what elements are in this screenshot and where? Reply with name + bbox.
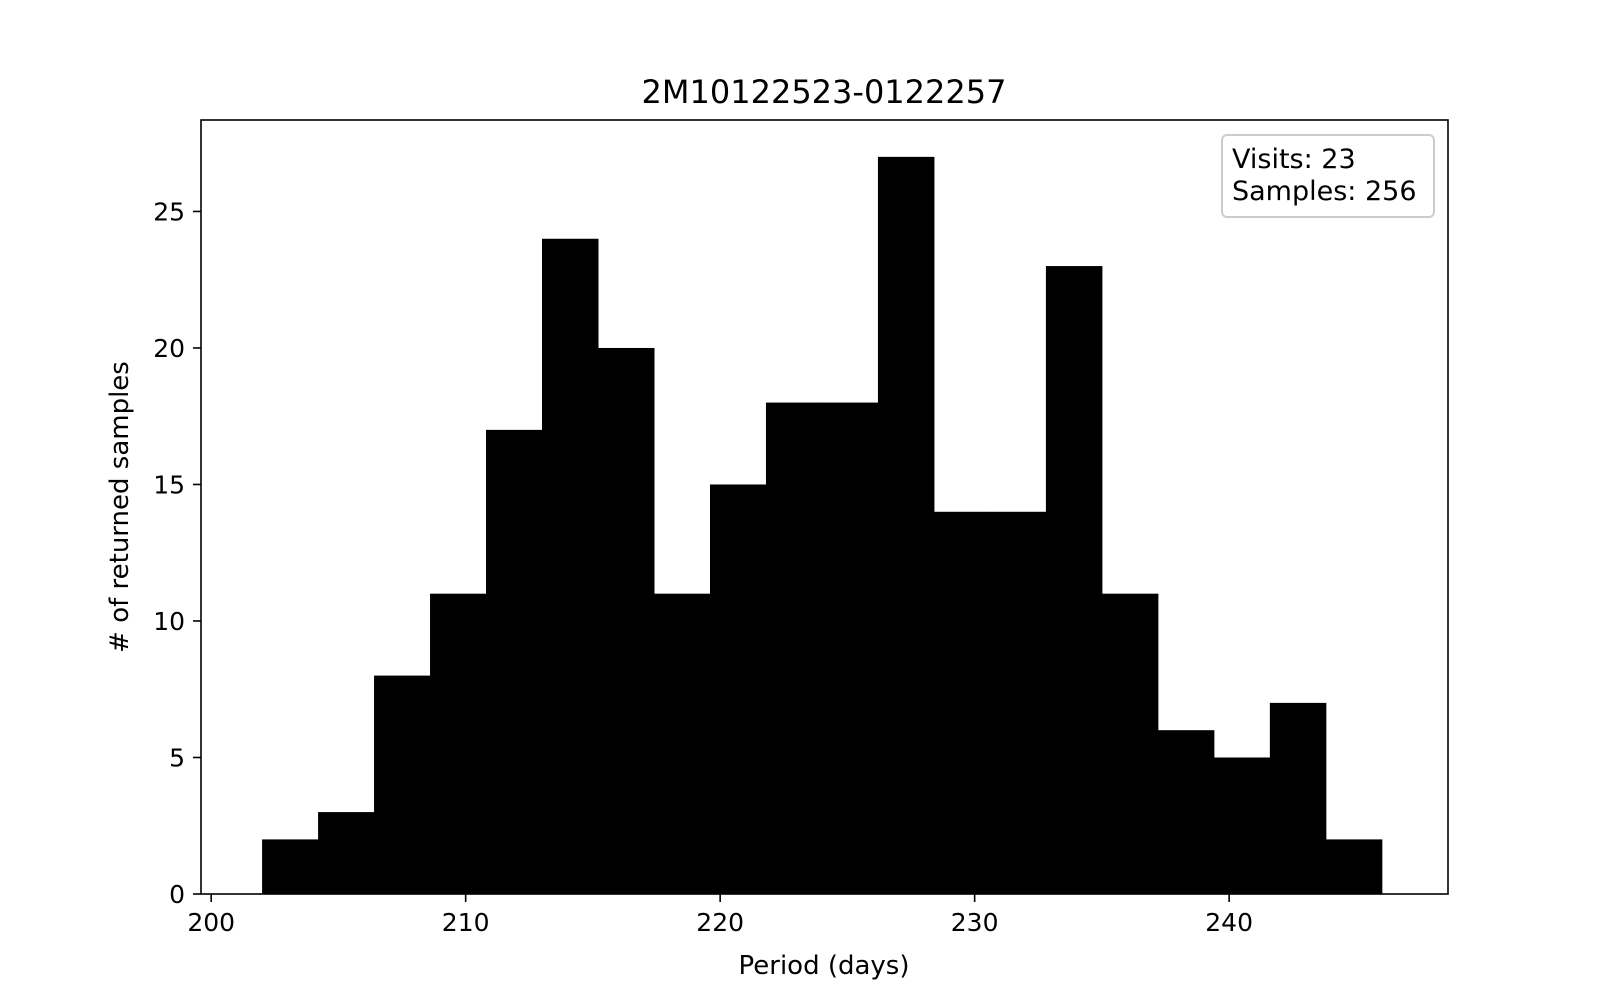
annotation-visits: Visits: 23 [1232, 144, 1356, 175]
histogram-bar [821, 402, 879, 894]
chart-title: 2M10122523-0122257 [642, 73, 1007, 111]
histogram-bars [262, 156, 1383, 895]
x-tick-label: 230 [951, 908, 999, 937]
plot-frame [200, 119, 1449, 895]
histogram-bar [989, 511, 1047, 894]
x-tick-label: 220 [696, 908, 744, 937]
y-tick-label: 10 [153, 607, 185, 636]
y-axis-label: # of returned samples [105, 361, 135, 653]
histogram-bar [1213, 757, 1271, 894]
histogram-bar [1101, 593, 1159, 894]
histogram-bar [877, 156, 935, 894]
x-tick-label: 200 [187, 908, 235, 937]
y-tick-label: 15 [153, 470, 185, 499]
annotation-box: Visits: 23 Samples: 256 [1221, 134, 1435, 218]
histogram-bar [486, 429, 543, 894]
histogram-bar [933, 511, 991, 894]
histogram-bar [598, 347, 655, 894]
histogram-bar [318, 812, 375, 894]
histogram-bar [653, 593, 711, 894]
histogram-bar [1325, 839, 1383, 894]
x-axis-label: Period (days) [739, 951, 910, 981]
y-tick-label: 5 [169, 743, 185, 772]
y-axis-ticks: 0 5 10 15 20 25 [153, 197, 201, 909]
histogram-bar [1157, 730, 1215, 894]
x-tick-label: 210 [442, 908, 490, 937]
y-tick-label: 20 [153, 334, 185, 363]
histogram-bar [430, 593, 487, 894]
histogram-bar [765, 402, 823, 894]
x-axis-ticks: 200 210 220 230 240 [187, 894, 1253, 937]
histogram-bar [1045, 266, 1103, 895]
histogram-bar [1269, 702, 1327, 894]
y-tick-label: 25 [153, 197, 185, 226]
histogram-bar [262, 839, 319, 894]
x-tick-label: 240 [1205, 908, 1253, 937]
annotation-frame [1221, 134, 1435, 218]
histogram-bar [374, 675, 431, 894]
y-tick-label: 0 [169, 880, 185, 909]
histogram-bar [709, 484, 767, 894]
histogram-bar [542, 238, 599, 894]
annotation-samples: Samples: 256 [1232, 176, 1417, 207]
